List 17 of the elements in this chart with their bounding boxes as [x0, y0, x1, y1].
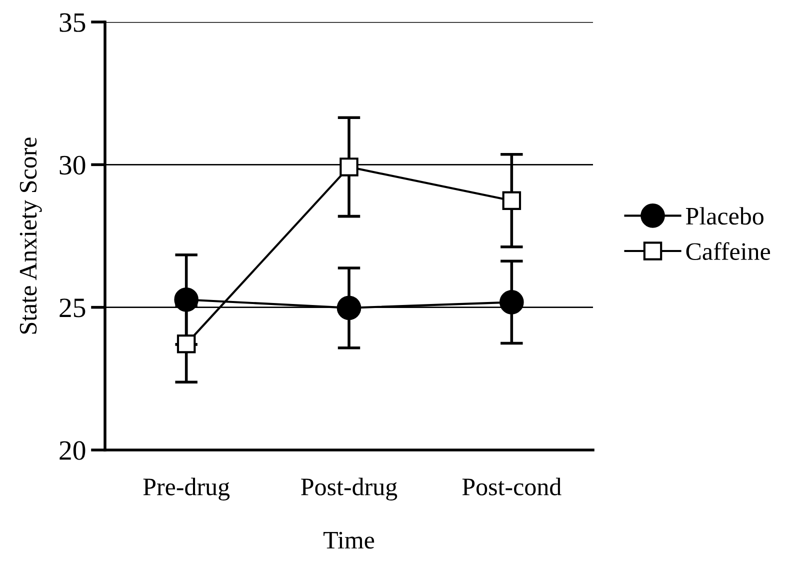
x-tick-label: Post-cond — [462, 478, 562, 496]
y-tick-label: 35 — [60, 13, 86, 32]
point — [500, 290, 524, 314]
y-tick-label: 30 — [60, 156, 86, 175]
legend-label: Placebo — [686, 207, 764, 225]
point — [176, 334, 196, 354]
x-axis-title: Time — [324, 532, 374, 549]
point — [336, 296, 362, 320]
y-tick-label: 20 — [60, 441, 86, 460]
x-tick-label: Pre-drug — [143, 478, 230, 501]
point — [340, 158, 358, 176]
point — [502, 191, 522, 210]
y-axis-title: State Anxiety Score — [20, 138, 42, 334]
y-tick-label: 25 — [60, 298, 86, 318]
point — [174, 287, 198, 312]
x-tick-label: Post-drug — [301, 478, 398, 501]
legend-label: Caffeine — [686, 242, 770, 260]
